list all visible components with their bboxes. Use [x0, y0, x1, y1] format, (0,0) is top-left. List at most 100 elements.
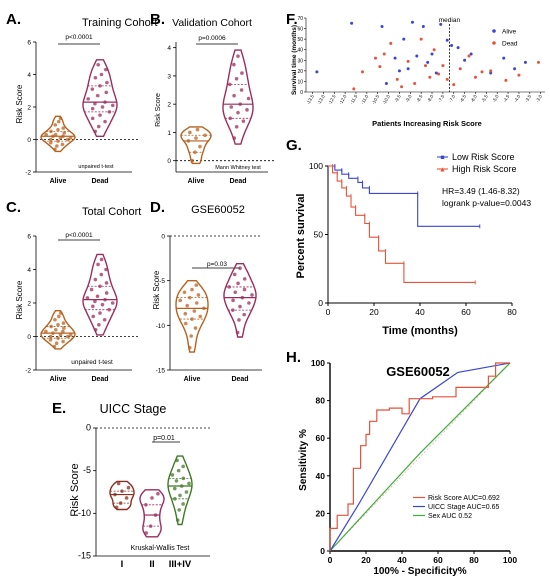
- data-point: [98, 84, 102, 88]
- data-point: [89, 287, 94, 292]
- panel-f: F. Survival time (months) Patients Incre…: [286, 11, 545, 128]
- data-point: [148, 524, 153, 528]
- data-point: [104, 67, 108, 72]
- data-point: [400, 85, 404, 89]
- y-tick-label: 1: [167, 130, 171, 137]
- data-point: [118, 501, 123, 505]
- data-point: [382, 52, 386, 56]
- violin-shape: [180, 126, 212, 165]
- y-tick-label: 60: [297, 27, 303, 33]
- legend-marker: [492, 41, 496, 45]
- data-point: [185, 303, 190, 308]
- data-point: [179, 484, 184, 488]
- data-point: [502, 56, 506, 60]
- y-tick-label: 2: [167, 102, 171, 109]
- category-label: Dead: [231, 376, 248, 383]
- data-point: [236, 54, 240, 58]
- y-tick-label: 4: [27, 72, 31, 79]
- data-point: [95, 294, 100, 299]
- data-point: [181, 464, 185, 469]
- data-point: [196, 293, 201, 297]
- data-point: [105, 80, 109, 85]
- x-tick-label: -3.5: [524, 94, 532, 104]
- data-point: [93, 277, 98, 282]
- data-point: [60, 142, 65, 147]
- data-point: [190, 287, 194, 292]
- y-tick-label: 50: [297, 37, 303, 43]
- hazard-ratio-label: HR=3.49 (1.46-8.32): [442, 186, 520, 196]
- panel-e: E. UICC Stage Risk Score -15-10-50I II III…: [52, 400, 210, 570]
- data-point: [51, 331, 55, 335]
- panel-b: B. Validation Cohort Risk Score 0 1 2 3 4 Ali…: [150, 11, 274, 185]
- data-point: [53, 328, 58, 332]
- data-point: [350, 21, 354, 25]
- y-axis-title: Sensitivity %: [298, 429, 309, 491]
- data-point: [426, 60, 430, 64]
- data-point: [232, 272, 237, 277]
- data-point: [397, 69, 401, 73]
- data-point: [178, 298, 183, 303]
- data-point: [96, 124, 101, 129]
- y-axis-title: Risk Score: [152, 270, 161, 309]
- data-point: [98, 284, 102, 289]
- data-point: [170, 473, 175, 477]
- y-tick-label: 3: [167, 73, 171, 80]
- data-point: [100, 302, 105, 307]
- data-point: [172, 486, 177, 491]
- data-point: [96, 62, 100, 67]
- data-point: [430, 52, 434, 56]
- violin-shape: [40, 115, 76, 153]
- x-tick-label: 20: [369, 307, 379, 317]
- data-point: [153, 513, 158, 517]
- category-label: Dead: [91, 178, 108, 185]
- y-tick-label: 80: [316, 396, 326, 406]
- data-point: [156, 491, 160, 496]
- data-point: [97, 322, 101, 327]
- data-point: [456, 46, 460, 50]
- data-point: [174, 479, 179, 483]
- data-point: [517, 73, 521, 77]
- x-axis-title: 100% - Specificity%: [373, 566, 466, 577]
- category-label: Alive: [188, 178, 205, 185]
- y-tick-label: -2: [25, 170, 31, 177]
- data-point: [98, 113, 102, 117]
- x-tick-label: -8.5: [415, 94, 423, 104]
- data-point: [99, 257, 104, 262]
- data-point: [419, 37, 423, 41]
- x-axis-title: Patients Increasing Risk Score: [372, 119, 482, 128]
- data-point: [61, 321, 66, 325]
- data-point: [181, 476, 186, 481]
- y-tick-label: 0: [320, 546, 325, 556]
- y-tick-label: 0: [86, 423, 91, 433]
- y-tick-label: -10: [156, 323, 166, 330]
- data-point: [247, 301, 251, 305]
- data-point: [90, 116, 95, 121]
- data-point: [315, 70, 319, 74]
- x-tick-label: -6.5: [459, 94, 467, 104]
- x-tick-label: -13.0: [316, 94, 326, 106]
- data-point: [194, 283, 199, 287]
- panel-letter: C.: [6, 199, 21, 216]
- violin-shape: [167, 455, 193, 526]
- data-point: [65, 334, 70, 339]
- x-tick-label: -3.0: [535, 94, 543, 104]
- data-point: [193, 326, 198, 330]
- data-point: [192, 309, 197, 313]
- test-name-label: Kruskal-Wallis Test: [131, 545, 190, 552]
- data-point: [178, 493, 182, 498]
- data-point: [85, 296, 90, 300]
- data-point: [114, 505, 119, 510]
- data-point: [234, 124, 239, 129]
- data-point: [120, 489, 124, 493]
- data-point: [52, 344, 57, 349]
- data-point: [187, 481, 191, 486]
- data-point: [415, 54, 419, 58]
- data-point: [91, 314, 96, 319]
- test-name-label: unpaired t-test: [71, 359, 113, 366]
- y-tick-label: 100: [309, 161, 323, 171]
- data-point: [58, 333, 63, 337]
- data-point: [234, 76, 239, 81]
- data-point: [432, 48, 436, 52]
- data-point: [175, 518, 180, 522]
- data-point: [181, 502, 185, 506]
